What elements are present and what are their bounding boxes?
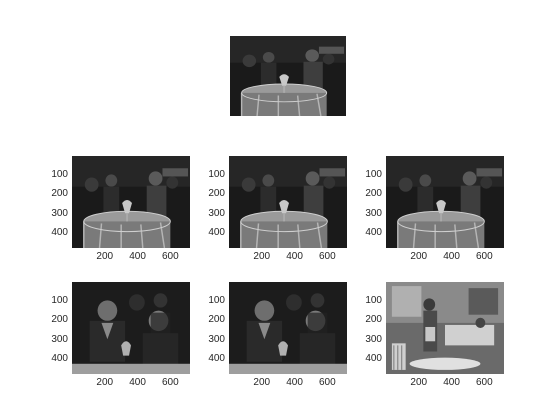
y-tick-label: 200: [365, 314, 382, 326]
x-tick-label: 600: [475, 251, 493, 262]
x-tick-label: 200: [96, 377, 114, 388]
y-tick-label: 100: [51, 169, 68, 181]
video-frame-image: [229, 282, 347, 374]
y-tick-label: 200: [51, 314, 68, 326]
y-tick-label: 300: [365, 207, 382, 219]
x-tick-label: 600: [161, 251, 179, 262]
y-tick-label: 300: [51, 333, 68, 345]
y-tick-label: 100: [208, 169, 225, 181]
video-frame-image: [386, 156, 504, 248]
y-tick-label: 400: [208, 226, 225, 238]
y-tick-label: 400: [51, 226, 68, 238]
x-tick-label: 600: [318, 251, 336, 262]
x-tick-label: 200: [410, 251, 428, 262]
y-tick-label: 100: [208, 295, 225, 307]
y-tick-label: 300: [51, 207, 68, 219]
y-tick-label: 200: [208, 314, 225, 326]
y-tick-label: 400: [51, 352, 68, 364]
x-tick-label: 200: [253, 377, 271, 388]
y-tick-label: 200: [208, 188, 225, 200]
y-tick-label: 400: [365, 352, 382, 364]
y-tick-label: 300: [208, 207, 225, 219]
video-frame-image: [229, 156, 347, 248]
video-frame-image: [72, 156, 190, 248]
x-tick-label: 400: [443, 377, 460, 388]
x-tick-label: 200: [253, 251, 271, 262]
x-tick-label: 400: [129, 377, 146, 388]
y-tick-label: 400: [208, 352, 225, 364]
y-tick-label: 200: [51, 188, 68, 200]
x-tick-label: 400: [286, 251, 303, 262]
y-tick-label: 300: [208, 333, 225, 345]
video-frame-image: [72, 282, 190, 374]
x-tick-label: 400: [443, 251, 460, 262]
y-tick-label: 100: [365, 295, 382, 307]
y-tick-label: 100: [365, 169, 382, 181]
x-tick-label: 600: [475, 377, 493, 388]
x-tick-label: 400: [286, 377, 303, 388]
video-frame-image: [230, 36, 346, 116]
x-tick-label: 200: [96, 251, 114, 262]
x-tick-label: 600: [161, 377, 179, 388]
video-frame-image: [386, 282, 504, 374]
x-tick-label: 200: [410, 377, 428, 388]
x-tick-label: 600: [318, 377, 336, 388]
y-tick-label: 200: [365, 188, 382, 200]
y-tick-label: 300: [365, 333, 382, 345]
x-tick-label: 400: [129, 251, 146, 262]
y-tick-label: 400: [365, 226, 382, 238]
y-tick-label: 100: [51, 295, 68, 307]
